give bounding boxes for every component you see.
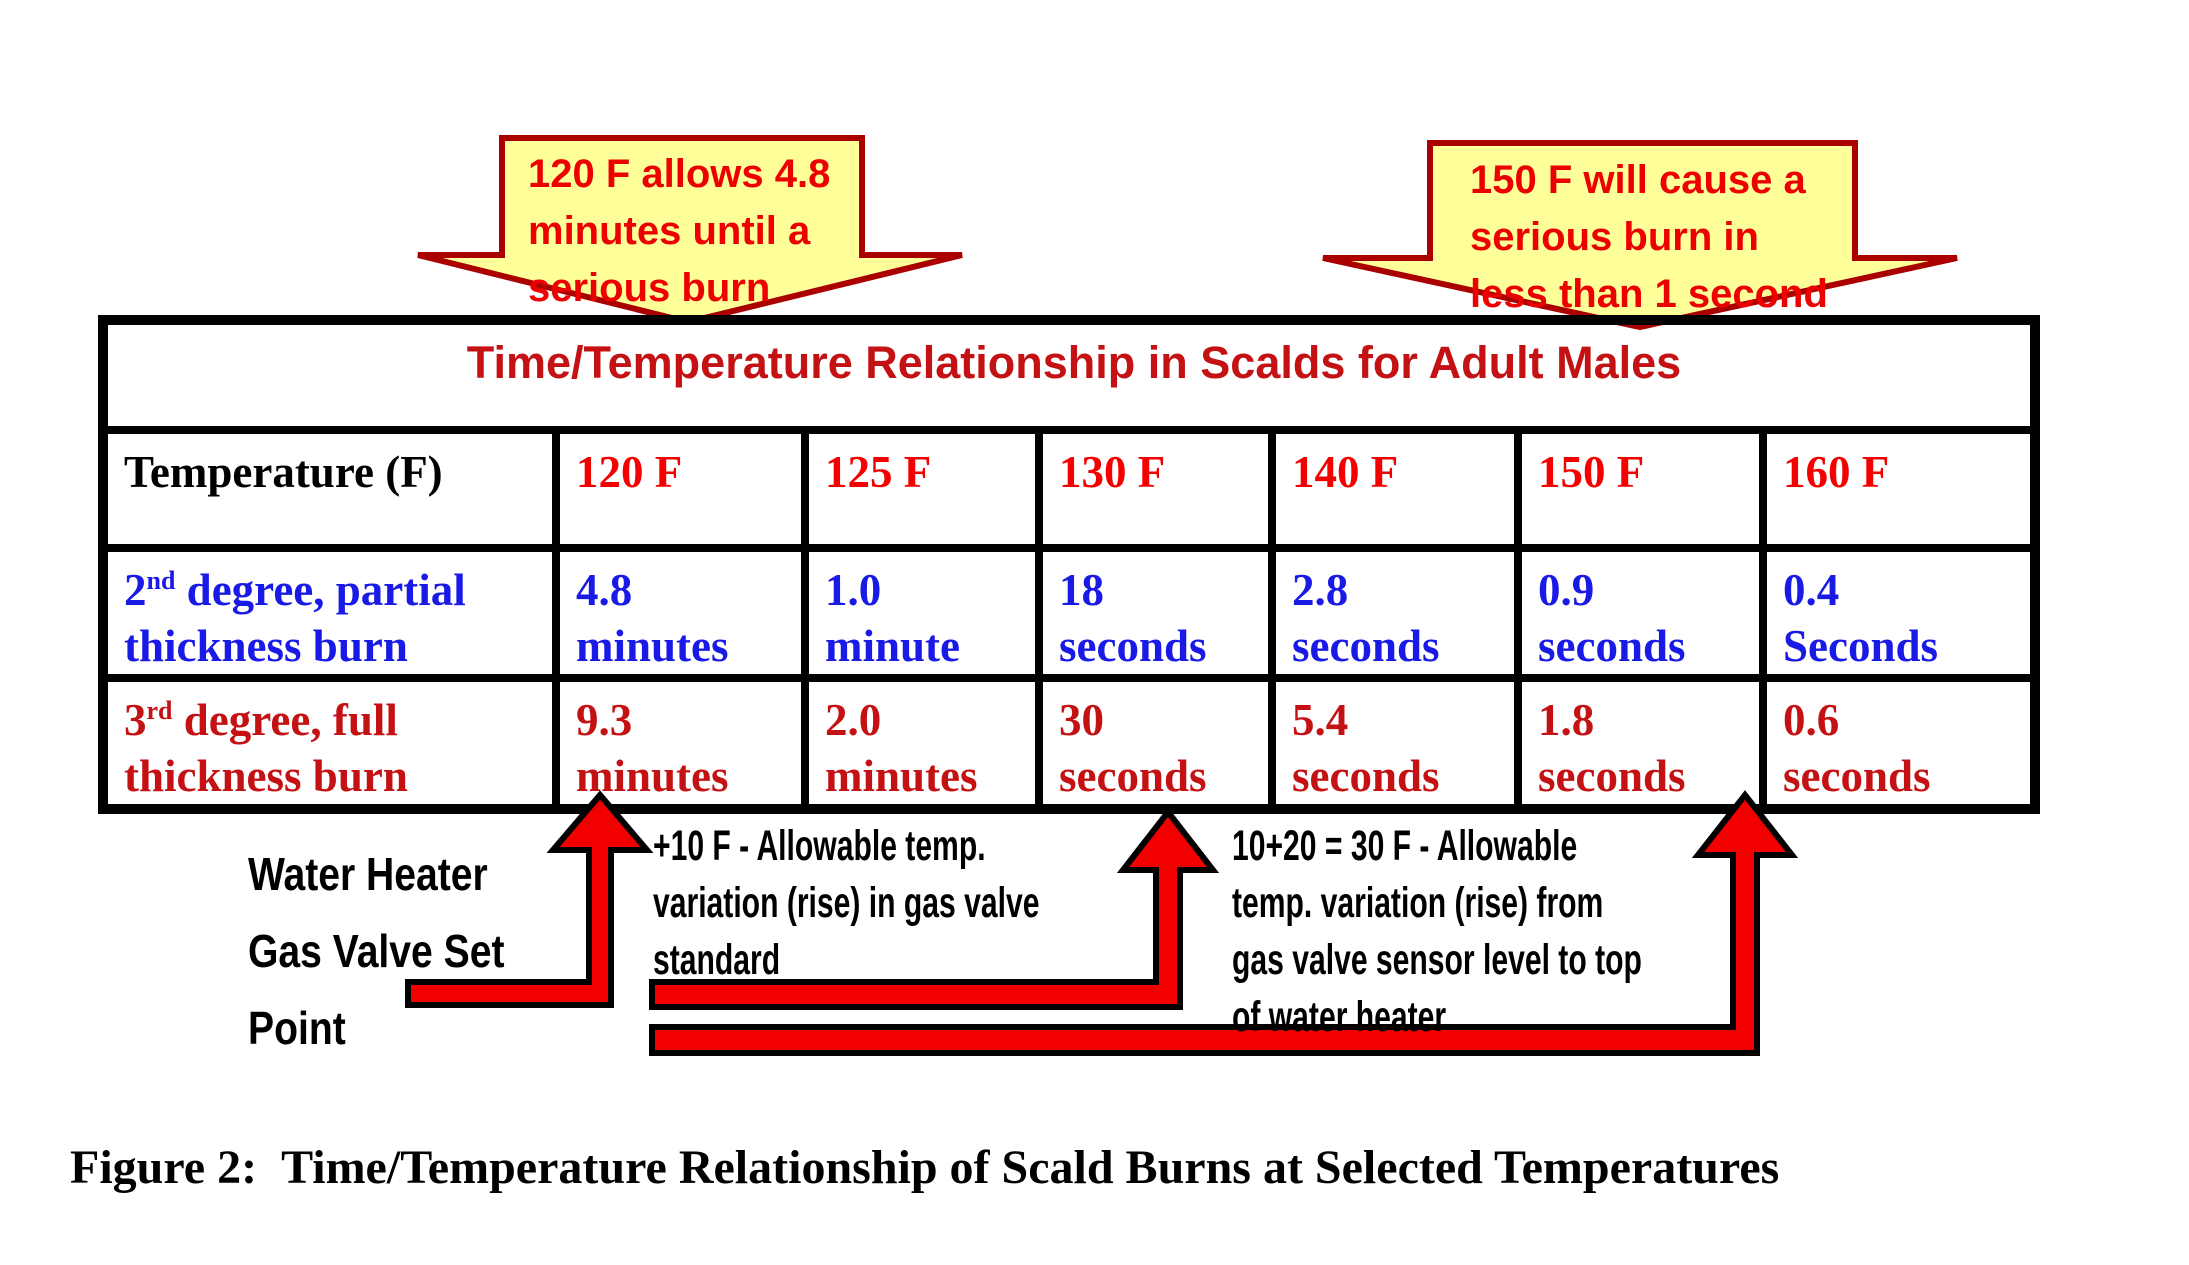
table-cell: 18 seconds <box>1035 544 1276 682</box>
figure-caption-prefix: Figure 2: <box>70 1141 258 1194</box>
water-heater-set-point-label: Water Heater Gas Valve Set Point <box>248 848 505 1054</box>
column-header: 130 F <box>1035 426 1276 552</box>
table-cell: 0.4 Seconds <box>1759 544 2039 682</box>
table-cell: 2.8 seconds <box>1268 544 1522 682</box>
table-cell: 2.0 minutes <box>801 674 1043 813</box>
up-arrow-plus10f-130f-icon <box>649 807 1220 1010</box>
scald-table: Time/Temperature Relationship in Scalds … <box>98 315 2040 814</box>
table-cell: 30 seconds <box>1035 674 1276 813</box>
row-label: 2nd degree, partial thickness burn <box>99 544 560 682</box>
table-row: 2nd degree, partial thickness burn 4.8 mi… <box>99 544 2039 682</box>
callout-left-text: 120 F allows 4.8 minutes until a serious… <box>528 146 830 317</box>
table-cell: 0.9 seconds <box>1514 544 1767 682</box>
column-header: 125 F <box>801 426 1043 552</box>
column-header: 140 F <box>1268 426 1522 552</box>
callout-right-line: less than 1 second <box>1470 272 1828 316</box>
up-arrow-setpoint-120f-icon <box>405 790 654 1008</box>
figure-caption-text: Time/Temperature Relationship of Scald B… <box>281 1141 1780 1194</box>
callout-right-line: 150 F will cause a <box>1470 158 1806 202</box>
note-sensor-to-top: 10+20 = 30 F - Allowable temp. variation… <box>1232 822 1642 1041</box>
up-arrow-plus30f-150f-icon <box>649 790 1799 1056</box>
table-cell: 1.0 minute <box>801 544 1043 682</box>
down-arrow-callout-right-icon <box>1322 140 1958 331</box>
table-cell: 4.8 minutes <box>552 544 809 682</box>
callout-right-line: serious burn in <box>1470 215 1759 259</box>
note-gas-valve-standard: +10 F - Allowable temp. variation (rise)… <box>653 822 1040 984</box>
table-cell: 1.8 seconds <box>1514 674 1767 813</box>
table-title: Time/Temperature Relationship in Scalds … <box>99 316 2039 434</box>
column-header: 120 F <box>552 426 809 552</box>
table-row: 3rd degree, full thickness burn 9.3 minut… <box>99 674 2039 813</box>
callout-right-text: 150 F will cause a serious burn in less … <box>1470 152 1828 323</box>
table-cell: 0.6 seconds <box>1759 674 2039 813</box>
figure-caption: Figure 2: Time/Temperature Relationship o… <box>70 1140 1779 1195</box>
column-header: 160 F <box>1759 426 2039 552</box>
column-header: Temperature (F) <box>99 426 560 552</box>
column-header: 150 F <box>1514 426 1767 552</box>
callout-left-line: 120 F allows 4.8 <box>528 152 831 196</box>
table-cell: 5.4 seconds <box>1268 674 1522 813</box>
callout-left-line: serious burn <box>528 266 771 310</box>
row-label: 3rd degree, full thickness burn <box>99 674 560 813</box>
table-cell: 9.3 minutes <box>552 674 809 813</box>
callout-left-line: minutes until a <box>528 209 811 253</box>
down-arrow-callout-left-icon <box>417 135 963 326</box>
